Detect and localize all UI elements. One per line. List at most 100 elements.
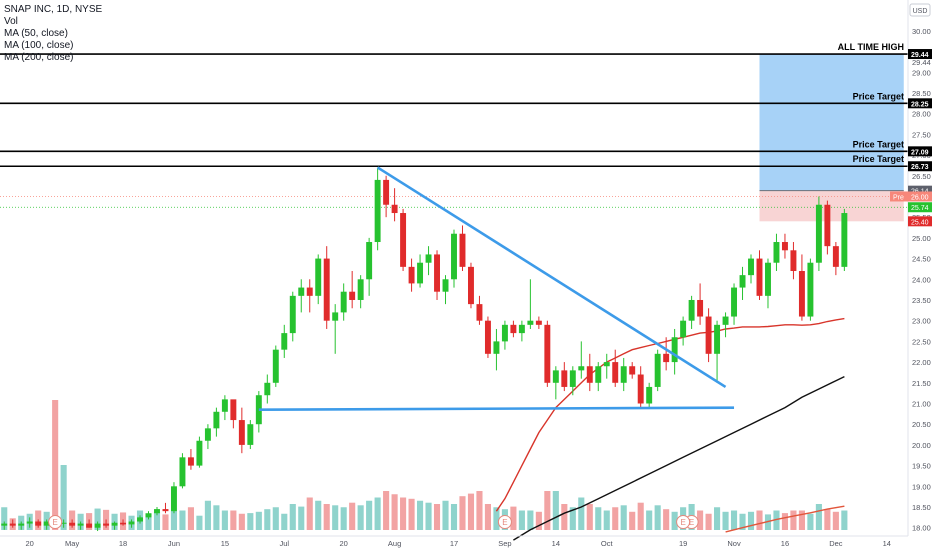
- candle-body: [544, 324, 551, 383]
- volume-bar: [450, 504, 458, 530]
- candle-body: [315, 258, 322, 296]
- earnings-marker[interactable]: [676, 515, 691, 529]
- candle-body: [671, 337, 678, 363]
- y-tick-label: 27.50: [912, 130, 931, 139]
- volume-bar: [493, 507, 500, 530]
- volume-bar: [187, 507, 194, 530]
- y-tick-label: 20.50: [912, 420, 931, 429]
- x-tick-label: 20: [340, 539, 348, 548]
- trendline[interactable]: [376, 166, 727, 389]
- candle-body: [501, 324, 508, 342]
- candle-body: [654, 353, 661, 387]
- legend-ma50: MA (50, close): [4, 28, 68, 39]
- candle-body: [697, 299, 704, 317]
- candle-body: [620, 366, 627, 383]
- x-tick-label: 15: [221, 539, 229, 548]
- candle-body: [595, 366, 602, 383]
- candle-body: [289, 295, 296, 334]
- volume-bar: [510, 506, 517, 530]
- candle-body: [18, 523, 25, 526]
- candle-body: [535, 320, 542, 325]
- x-tick-label: Sep: [498, 539, 511, 548]
- volume-bar: [697, 510, 704, 530]
- candle-body: [128, 521, 135, 525]
- earnings-marker[interactable]: [48, 515, 63, 529]
- axis-badge-text: 25.74: [911, 205, 929, 212]
- volume-bar: [544, 491, 551, 530]
- candle-body: [408, 266, 415, 284]
- price-axis[interactable]: [908, 0, 932, 550]
- y-tick-label: 19.00: [912, 482, 931, 491]
- y-tick-label: 23.50: [912, 296, 931, 305]
- candle-body: [391, 204, 398, 214]
- candle-body: [527, 320, 534, 325]
- x-tick-label: 14: [883, 539, 891, 548]
- candle-body: [739, 275, 746, 288]
- candle-body: [552, 370, 559, 383]
- candle-body: [765, 262, 771, 296]
- candle-body: [162, 509, 169, 512]
- volume-bar: [374, 497, 381, 530]
- volume-bar: [646, 510, 653, 530]
- volume-bar: [433, 504, 441, 530]
- volume-bar: [170, 510, 178, 530]
- legend-vol: Vol: [4, 16, 18, 27]
- volume-bar: [340, 507, 347, 530]
- candle-body: [451, 233, 457, 280]
- candle-body: [629, 366, 636, 375]
- volume-bar: [612, 507, 619, 530]
- earnings-marker[interactable]: [497, 515, 512, 529]
- currency-label: USD: [913, 8, 928, 15]
- x-tick-label: Oct: [601, 539, 614, 548]
- volume-bar: [552, 491, 559, 530]
- ma200-line: [725, 505, 845, 533]
- candle-body: [510, 324, 517, 334]
- legend-ma200: MA (200, close): [4, 52, 74, 63]
- candle-body: [35, 521, 42, 526]
- trendline[interactable]: [258, 406, 735, 412]
- candle-body: [442, 279, 449, 292]
- y-tick-label: 29.44: [912, 58, 931, 67]
- volume-bar: [298, 506, 305, 530]
- candle-body: [781, 242, 788, 251]
- y-tick-label: 22.00: [912, 358, 931, 367]
- candle-body: [680, 320, 687, 338]
- volume-bar: [383, 491, 390, 530]
- candle-body: [9, 523, 16, 526]
- volume-bar: [484, 504, 491, 530]
- y-tick-label: 18.50: [912, 503, 931, 512]
- level-badge-text: 29.44: [911, 52, 929, 59]
- volume-bar: [595, 507, 602, 530]
- candle-body: [374, 179, 381, 243]
- currency-badge: [909, 3, 931, 17]
- volume-bar: [578, 497, 585, 530]
- candle-body: [688, 299, 695, 321]
- y-tick-label: 20.00: [912, 441, 931, 450]
- volume-bar: [629, 511, 636, 530]
- y-tick-label: 21.00: [912, 400, 931, 409]
- volume-bar: [400, 497, 407, 530]
- y-tick-label: 18.00: [912, 524, 931, 533]
- candle-body: [569, 370, 576, 387]
- axis-badge-text: 25.40: [911, 219, 929, 226]
- axis-badge: [908, 216, 932, 227]
- candle-body: [349, 291, 356, 300]
- candle-body: [705, 316, 712, 354]
- candle-body: [264, 382, 271, 396]
- level-badge-text: 28.25: [911, 101, 929, 108]
- level-badge: [908, 98, 932, 109]
- volume-bar: [204, 500, 211, 530]
- candle-body: [137, 517, 143, 522]
- volume-bar: [459, 496, 466, 530]
- volume-bar: [247, 513, 254, 530]
- candle-body: [731, 287, 738, 317]
- volume-bar: [620, 505, 627, 530]
- candle-body: [637, 374, 644, 404]
- volume-bar: [213, 505, 220, 530]
- candle-body: [94, 523, 101, 528]
- x-tick-label: Dec: [829, 539, 843, 548]
- volume-bar: [442, 500, 449, 530]
- target-zone: [759, 54, 904, 191]
